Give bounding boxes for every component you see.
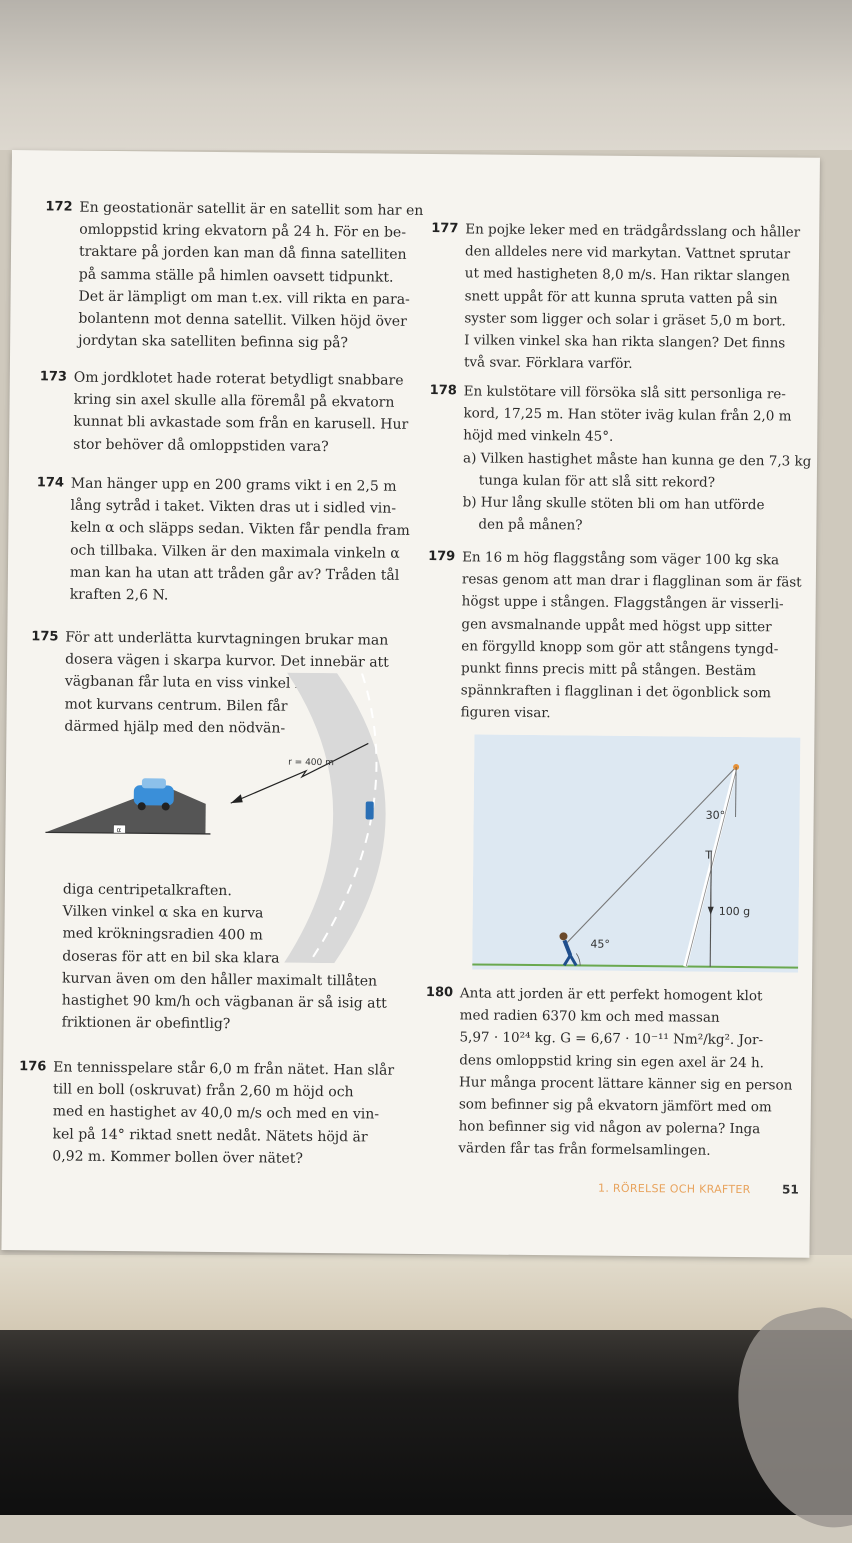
- problem-text-line: spännkraften i flagglinan i det ögonblic…: [461, 680, 787, 705]
- weight-label: 100 g: [719, 905, 751, 918]
- problem-text-line: omloppstid kring ekvatorn på 24 h. För e…: [79, 219, 405, 244]
- problem-text-line: kel på 14° riktad snett nedåt. Nätets hö…: [52, 1123, 398, 1149]
- problem-176: 176 En tennisspelare står 6,0 m från nät…: [19, 1056, 399, 1060]
- problem-text-line: två svar. Förklara varför.: [464, 352, 790, 377]
- problem-text-line: snett uppåt för att kunna spruta vatten …: [465, 285, 791, 310]
- problem-text-line: punkt finns precis mitt på stången. Best…: [461, 657, 787, 682]
- problem-text-line: kord, 17,25 m. Han stöter iväg kulan frå…: [463, 403, 789, 428]
- problem-text-line: keln α och släpps sedan. Vikten får pend…: [70, 517, 396, 542]
- page-number: 51: [782, 1182, 799, 1196]
- problem-text-line: med radien 6370 km och med massan: [460, 1005, 786, 1030]
- problem-part-b-cont: den på månen?: [462, 514, 788, 539]
- problem-text-line: jordytan ska satelliten befinna sig på?: [78, 330, 404, 355]
- problem-text-line: man kan ha utan att tråden går av? Tråde…: [70, 561, 396, 586]
- tension-label: T: [704, 849, 712, 862]
- problem-text-line: Hur många procent lättare känner sig en …: [459, 1071, 785, 1096]
- problem-text-line: värden får tas från formelsamlingen.: [458, 1138, 784, 1163]
- problem-173: 173 Om jordklotet hade roterat betydligt…: [40, 366, 400, 369]
- chapter-footer: 1. RÖRELSE OCH KRAFTER: [598, 1182, 751, 1196]
- problem-text-line: till en boll (oskruvat) från 2,60 m höjd…: [53, 1079, 399, 1105]
- problem-text-line: friktionen är obefintlig?: [62, 1012, 398, 1037]
- car-topview: [366, 801, 374, 819]
- problem-179: 179 En 16 m hög flaggstång som väger 100…: [428, 546, 788, 549]
- problem-number: 179: [428, 546, 455, 568]
- problem-text-line: resas genom att man drar i flagglinan so…: [462, 569, 788, 594]
- table-surface: [0, 1255, 852, 1335]
- problem-text-line: en förgylld knopp som gör att stångens t…: [461, 635, 787, 660]
- flagpole-figure: 30° T 100 g 45°: [472, 734, 800, 972]
- radius-label: r = 400 m: [288, 758, 334, 768]
- problem-number: 172: [45, 196, 72, 218]
- problem-text-line: ut med hastigheten 8,0 m/s. Han riktar s…: [465, 263, 791, 288]
- angle-label: α: [116, 826, 121, 834]
- problem-text-line: doseras för att en bil ska klara: [62, 945, 398, 970]
- problem-number: 175: [31, 626, 58, 648]
- problem-text-line: på samma ställe på himlen oavsett tidpun…: [79, 263, 405, 288]
- problem-text-line: En geostationär satellit är en satellit …: [79, 197, 405, 222]
- problem-text-line: Anta att jorden är ett perfekt homogent …: [460, 982, 786, 1007]
- problem-text-line: kunnat bli avkastade som från en karusel…: [73, 411, 399, 436]
- problem-text-line: högst uppe i stången. Flaggstången är vi…: [462, 591, 788, 616]
- problem-text-line: I vilken vinkel ska han rikta slangen? D…: [464, 329, 790, 354]
- problem-text-line: Om jordklotet hade roterat betydligt sna…: [74, 367, 400, 392]
- problem-172: 172 En geostationär satellit är en satel…: [46, 196, 406, 199]
- background-bottom: [0, 1330, 852, 1515]
- book-page: 172 En geostationär satellit är en satel…: [1, 150, 820, 1258]
- ground-angle-label: 45°: [590, 938, 610, 951]
- problem-text-line: kring sin axel skulle alla föremål på ek…: [73, 389, 399, 414]
- problem-number: 178: [430, 380, 457, 402]
- problem-part-a: a) Vilken hastighet måste han kunna ge d…: [463, 447, 789, 472]
- problem-text-line: dens omloppstid kring sin egen axel är 2…: [459, 1049, 785, 1074]
- problem-text-line: gen avsmalnande uppåt med högst upp sitt…: [461, 613, 787, 638]
- problem-text-line: hastighet 90 km/h och vägbanan är så isi…: [62, 990, 398, 1015]
- background-top: [0, 0, 852, 150]
- figure-background: [472, 734, 800, 972]
- problem-part-a-cont: tunga kulan för att slå sitt rekord?: [463, 469, 789, 494]
- problem-text-line: En pojke leker med en trädgårdsslang och…: [465, 218, 791, 243]
- problem-text-line: Man hänger upp en 200 grams vikt i en 2,…: [71, 473, 397, 498]
- problem-text-line: Det är lämpligt om man t.ex. vill rikta …: [78, 285, 404, 310]
- problem-text-line: figuren visar.: [461, 702, 787, 727]
- problem-text-line: 0,92 m. Kommer bollen över nätet?: [52, 1145, 398, 1171]
- problem-text-line: och tillbaka. Vilken är den maximala vin…: [70, 539, 396, 564]
- problem-text-line: höjd med vinkeln 45°.: [463, 425, 789, 450]
- problem-text-line: syster som ligger och solar i gräset 5,0…: [464, 307, 790, 332]
- problem-text-line: den alldeles nere vid markytan. Vattnet …: [465, 241, 791, 266]
- problem-178: 178 En kulstötare vill försöka slå sitt …: [430, 380, 790, 383]
- problem-180: 180 Anta att jorden är ett perfekt homog…: [426, 982, 786, 985]
- problem-text-line: hon befinner sig vid någon av polerna? I…: [459, 1116, 785, 1141]
- problem-text-line: lång sytråd i taket. Vikten dras ut i si…: [70, 495, 396, 520]
- problem-text-line: En 16 m hög flaggstång som väger 100 kg …: [462, 546, 788, 571]
- problem-text-line: kurvan även om den håller maximalt tillå…: [62, 967, 398, 992]
- problem-175: 175 För att underlätta kurvtagningen bru…: [31, 626, 401, 630]
- problem-number: 174: [37, 472, 64, 494]
- problem-text-line: stor behöver då omloppstiden vara?: [73, 433, 399, 458]
- problem-text-line: kraften 2,6 N.: [70, 584, 396, 609]
- problem-text-line: En kulstötare vill försöka slå sitt pers…: [464, 380, 790, 405]
- top-angle-label: 30°: [706, 809, 726, 822]
- problem-number: 180: [426, 982, 453, 1004]
- problem-text-line: med en hastighet av 40,0 m/s och med en …: [53, 1101, 399, 1127]
- problem-text-line: med krökningsradien 400 m: [62, 923, 398, 948]
- problem-text-line: 5,97 · 10²⁴ kg. G = 6,67 · 10⁻¹¹ Nm²/kg²…: [459, 1027, 785, 1052]
- problem-177: 177 En pojke leker med en trädgårdsslang…: [431, 218, 791, 221]
- problem-number: 173: [40, 366, 67, 388]
- problem-text-line: För att underlätta kurvtagningen brukar …: [65, 627, 401, 652]
- problem-number: 177: [431, 218, 458, 240]
- problem-text-line: bolantenn mot denna satellit. Vilken höj…: [78, 308, 404, 333]
- problem-text-line: En tennisspelare står 6,0 m från nätet. …: [53, 1056, 399, 1082]
- problem-text-line: traktare på jorden kan man då finna sate…: [79, 241, 405, 266]
- problem-text-line: Vilken vinkel α ska en kurva: [63, 901, 399, 926]
- problem-number: 176: [19, 1056, 46, 1078]
- problem-part-b: b) Hur lång skulle stöten bli om han utf…: [463, 491, 789, 516]
- radius-arrowhead: [231, 794, 243, 803]
- problem-text-line: som befinner sig på ekvatorn jämfört med…: [459, 1093, 785, 1118]
- problem-text-line: diga centripetalkraften.: [63, 879, 399, 904]
- problem-174: 174 Man hänger upp en 200 grams vikt i e…: [37, 472, 397, 475]
